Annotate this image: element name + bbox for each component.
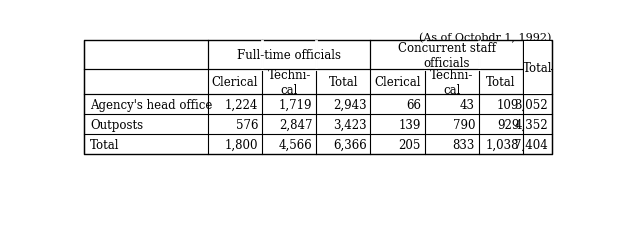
Text: 205: 205 (399, 138, 421, 151)
Text: 790: 790 (453, 118, 475, 131)
Text: 833: 833 (453, 138, 475, 151)
Text: Total: Total (329, 76, 358, 89)
Bar (523, 41, 551, 94)
Text: 2,847: 2,847 (279, 118, 312, 131)
Text: Full-time officials: Full-time officials (237, 49, 341, 62)
Text: 1,800: 1,800 (224, 138, 258, 151)
Bar (84, 41, 552, 155)
Text: Outposts: Outposts (90, 118, 143, 131)
Text: 43: 43 (460, 98, 475, 111)
Text: Total: Total (486, 76, 516, 89)
Text: 109: 109 (497, 98, 520, 111)
Text: 4,352: 4,352 (515, 118, 548, 131)
Text: Concurrent staff
officials: Concurrent staff officials (398, 42, 496, 69)
Text: 4,566: 4,566 (278, 138, 312, 151)
Text: Total: Total (90, 138, 120, 151)
Text: Total: Total (523, 61, 552, 74)
Text: 7,404: 7,404 (514, 138, 548, 151)
Text: (As of Octobdr 1, 1992): (As of Octobdr 1, 1992) (419, 33, 552, 43)
Text: 6,366: 6,366 (333, 138, 366, 151)
Text: 3,423: 3,423 (333, 118, 366, 131)
Text: 1,038: 1,038 (485, 138, 520, 151)
Text: 66: 66 (406, 98, 421, 111)
Text: Techni-
cal: Techni- cal (430, 69, 474, 96)
Text: Clerical: Clerical (211, 76, 258, 89)
Text: 139: 139 (399, 118, 421, 131)
Text: 3,052: 3,052 (515, 98, 548, 111)
Text: Techni-
cal: Techni- cal (267, 69, 311, 96)
Text: Agency's head office: Agency's head office (90, 98, 212, 111)
Text: 1,224: 1,224 (224, 98, 258, 111)
Text: 2,943: 2,943 (333, 98, 366, 111)
Text: 1,719: 1,719 (279, 98, 312, 111)
Text: 576: 576 (236, 118, 258, 131)
Text: Clerical: Clerical (374, 76, 421, 89)
Text: 929: 929 (497, 118, 520, 131)
